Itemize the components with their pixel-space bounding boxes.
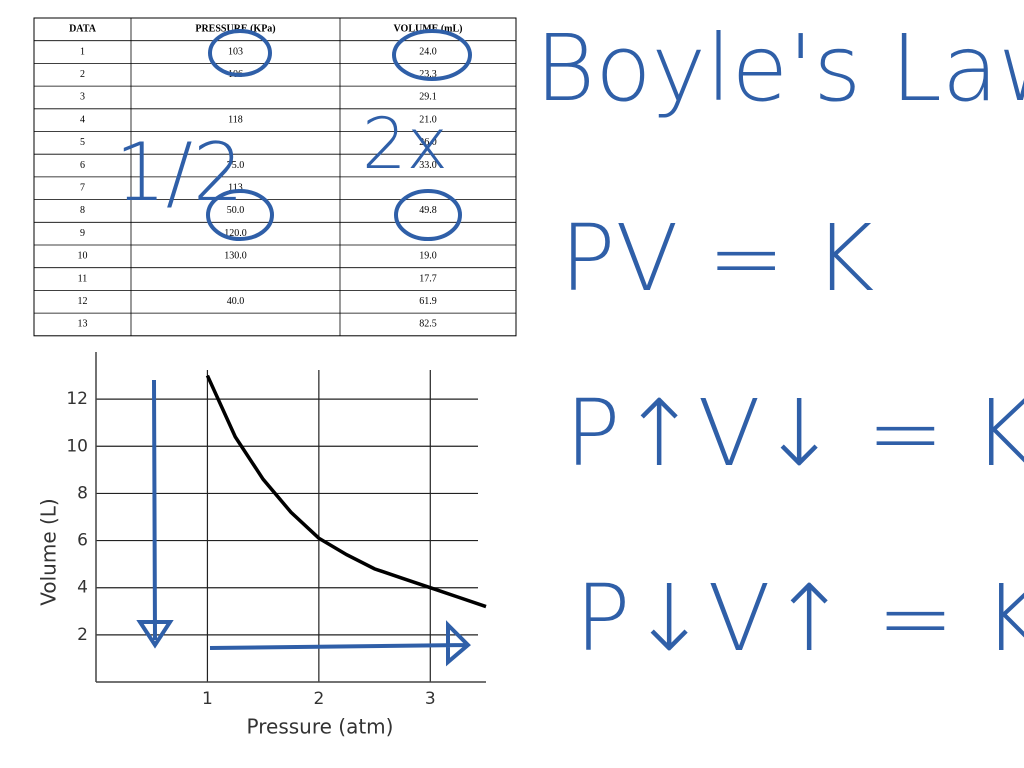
x-axis-label: Pressure (atm) <box>247 715 394 739</box>
table-cell: 26.0 <box>419 137 437 148</box>
table-cell: 82.5 <box>419 319 437 330</box>
table-cell: 21.0 <box>419 114 437 125</box>
y-tick-label: 4 <box>77 578 88 598</box>
y-axis-label: Volume (L) <box>37 498 61 606</box>
table-cell: 10 <box>78 251 88 262</box>
y-tick-label: 8 <box>77 483 88 503</box>
table-cell: 2 <box>80 69 85 80</box>
header-cell: DATA <box>69 24 97 35</box>
table-cell: 12 <box>78 296 88 307</box>
table-cell: 33.0 <box>419 160 437 171</box>
header-cell: PRESSURE (KPa) <box>195 24 275 35</box>
y-tick-label: 6 <box>77 531 88 551</box>
circle <box>394 189 462 241</box>
handwritten-equation: P↓V↑ = K <box>575 565 1024 672</box>
table-cell: 1 <box>80 46 85 57</box>
handwritten-title: Boyle's Law <box>535 15 1024 122</box>
table-cell: 8 <box>80 205 85 216</box>
data-table: DATA PRESSURE (KPa) VOLUME (mL)1 103 24.02 10… <box>33 17 517 337</box>
arrow <box>136 379 174 649</box>
table-cell: 49.8 <box>419 205 437 216</box>
y-tick-label: 12 <box>66 389 88 409</box>
table-cell: 6 <box>80 160 85 171</box>
table-cell: 3 <box>80 92 85 103</box>
table-cell: 7 <box>80 183 85 194</box>
table-cell: 40.0 <box>227 296 245 307</box>
table-cell: 17.7 <box>419 273 437 284</box>
table-cell: 50.0 <box>227 205 245 216</box>
table-cell: 13 <box>78 319 88 330</box>
table-cell: 130.0 <box>224 251 247 262</box>
table-cell: 113 <box>228 183 243 194</box>
y-tick-label: 2 <box>77 625 88 645</box>
table-cell: 24.0 <box>419 46 437 57</box>
circle <box>206 189 274 241</box>
table-cell: 103 <box>228 46 243 57</box>
table-cell: 61.9 <box>419 296 437 307</box>
table-cell: 19.0 <box>419 251 437 262</box>
table-cell: 75.0 <box>227 160 245 171</box>
x-tick-label: 3 <box>425 689 436 709</box>
table-cell: 4 <box>80 114 85 125</box>
table-cell: 5 <box>80 137 85 148</box>
handwritten-note: 1/2 <box>115 126 244 219</box>
table-cell: 11 <box>78 273 88 284</box>
table-cell: 29.1 <box>419 92 437 103</box>
circle <box>392 29 472 81</box>
table-cell: 120.0 <box>224 228 247 239</box>
handwritten-note: 2x <box>362 103 448 185</box>
arrow <box>209 620 471 667</box>
y-tick-label: 10 <box>66 436 88 456</box>
x-tick-label: 1 <box>202 689 213 709</box>
table-cell: 118 <box>228 114 243 125</box>
handwritten-equation: P↑V↓ = K <box>565 380 1024 487</box>
table-cell: 9 <box>80 228 85 239</box>
handwritten-marks <box>136 29 472 667</box>
x-tick-label: 2 <box>313 689 324 709</box>
circle <box>208 29 272 77</box>
table-cell: 23.3 <box>419 69 437 80</box>
curve <box>205 374 487 609</box>
handwritten-equation: PV = K <box>560 205 874 312</box>
